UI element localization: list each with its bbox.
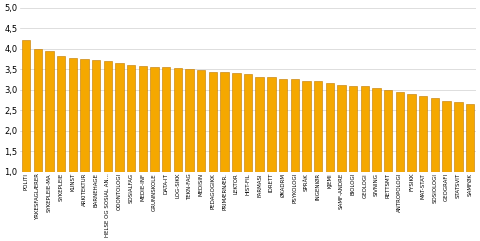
Bar [279, 79, 287, 172]
Bar [162, 67, 170, 172]
Bar [34, 49, 42, 172]
Bar [396, 92, 404, 172]
Bar [431, 98, 439, 172]
Bar [185, 69, 194, 172]
Bar [115, 63, 124, 172]
Bar [57, 56, 65, 172]
Bar [209, 72, 217, 172]
Bar [419, 96, 428, 172]
Bar [349, 86, 358, 172]
Bar [290, 79, 299, 172]
Bar [92, 60, 100, 172]
Bar [150, 67, 159, 172]
Bar [104, 61, 112, 172]
Bar [244, 74, 252, 172]
Bar [255, 76, 264, 172]
Bar [408, 94, 416, 172]
Bar [372, 87, 381, 172]
Bar [69, 58, 77, 172]
Bar [466, 104, 474, 172]
Bar [454, 102, 463, 172]
Bar [443, 101, 451, 172]
Bar [360, 86, 369, 172]
Bar [337, 85, 346, 172]
Bar [384, 90, 393, 172]
Bar [267, 77, 276, 172]
Bar [197, 70, 205, 172]
Bar [127, 65, 135, 172]
Bar [302, 80, 311, 172]
Bar [325, 83, 334, 172]
Bar [314, 81, 322, 172]
Bar [22, 40, 30, 172]
Bar [220, 72, 229, 172]
Bar [232, 73, 240, 172]
Bar [174, 68, 182, 172]
Bar [80, 59, 89, 172]
Bar [45, 51, 54, 172]
Bar [139, 66, 147, 172]
